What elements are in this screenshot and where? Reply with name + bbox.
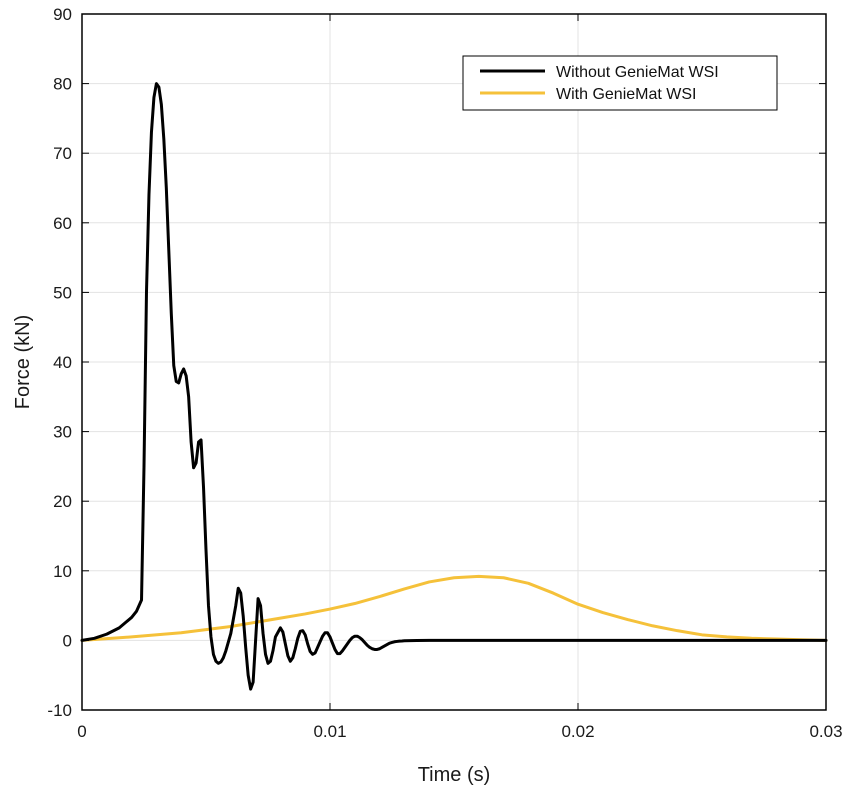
x-axis-tick-labels: 0 0.01 0.02 0.03: [77, 722, 842, 741]
y-tick-label: 30: [53, 423, 72, 442]
y-tick-label: 50: [53, 283, 72, 302]
grid: [82, 14, 826, 710]
legend-label-without-geniemat: Without GenieMat WSI: [556, 64, 719, 81]
y-tick-label: 70: [53, 144, 72, 163]
series-line-with-geniemat: [80, 574, 828, 642]
tick-marks: [81, 13, 827, 711]
series-line-without-geniemat: [80, 82, 828, 691]
y-tick-label: 10: [53, 562, 72, 581]
y-tick-label: 20: [53, 492, 72, 511]
x-tick-label: 0.01: [313, 722, 346, 741]
y-axis-tick-labels: -10 0 10 20 30 40 50 60 70 80 90: [47, 5, 72, 720]
x-tick-label: 0: [77, 722, 86, 741]
y-tick-label: 60: [53, 214, 72, 233]
y-tick-label: 0: [63, 631, 72, 650]
x-tick-label: 0.03: [809, 722, 842, 741]
legend-label-with-geniemat: With GenieMat WSI: [556, 86, 696, 103]
legend-box: [462, 55, 778, 111]
legend: Without GenieMat WSI With GenieMat WSI: [462, 55, 778, 111]
y-tick-label: 90: [53, 5, 72, 24]
series-layer: [80, 82, 828, 691]
x-axis-label: Time (s): [418, 764, 491, 786]
y-axis-label: Force (kN): [12, 315, 34, 409]
y-tick-label: 80: [53, 75, 72, 94]
y-tick-label: 40: [53, 353, 72, 372]
y-tick-label: -10: [47, 701, 72, 720]
x-tick-label: 0.02: [561, 722, 594, 741]
